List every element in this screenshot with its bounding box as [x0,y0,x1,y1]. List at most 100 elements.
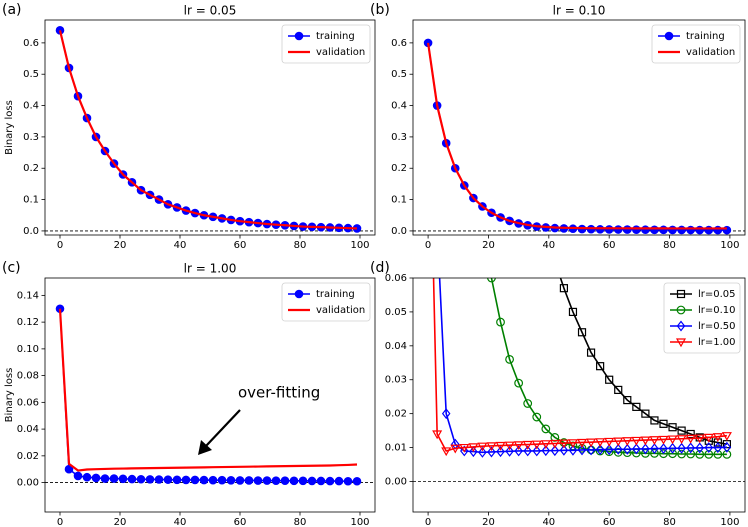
data-point [522,440,533,450]
legend-box [663,282,741,354]
legend-box [281,282,371,322]
data-point [649,436,660,445]
data-point [694,434,705,444]
data-point [551,258,558,265]
panel: (b) lr = 0.10 0 20 40 60 80 100 0.0 0.1 0.2 0.3 0.4 0… [370,2,746,251]
data-point [722,441,732,453]
plot-content [45,304,375,486]
data-point [531,440,542,450]
data-point [532,412,542,422]
series-line [58,308,358,472]
data-point [307,476,317,486]
legend-label: lr=0.50 [698,321,736,332]
x-tick-label: 40 [174,240,187,251]
data-point [604,437,615,447]
data-point [540,440,551,450]
panel-title: lr = 0.05 [184,4,237,18]
legend-label: lr=0.05 [698,289,736,300]
y-tick-label: 0.02 [17,451,39,462]
data-point [514,445,523,457]
panel: (a) lr = 0.05 0 20 40 60 80 100 0.0 0.1 0.2 0.3 0.4 0… [2,2,376,251]
data-point [659,419,668,428]
data-point [712,433,723,442]
y-tick-label: 0.1 [391,195,407,206]
data-point [568,307,578,317]
data-point [568,444,578,456]
legend-marker [676,305,686,315]
data-point [549,439,560,449]
data-point [559,444,569,456]
y-tick-label: 0.3 [23,132,39,143]
y-tick-label: 0.05 [385,307,407,318]
data-point [217,475,227,485]
panel-label: (b) [370,2,390,18]
data-point [686,442,695,454]
data-point [704,442,714,454]
series-line [559,278,728,445]
x-tick-label: 0 [57,240,63,251]
x-tick-label: 80 [663,240,676,251]
data-point [604,447,614,457]
y-axis-label: Binary loss [4,100,15,155]
y-tick-label: 0.6 [23,38,39,49]
legend: training validation [281,282,371,322]
plot-content [413,258,745,482]
data-point [136,474,146,484]
data-point [577,444,587,456]
data-point [513,441,524,451]
legend: training validation [281,24,371,64]
data-point [523,445,532,457]
panel-label: (c) [2,260,21,276]
data-point [226,476,236,485]
data-point [541,424,551,434]
y-tick-label: 0.5 [23,69,39,80]
data-point [586,444,596,456]
series-line [432,278,727,452]
data-point [650,225,659,235]
data-point [145,475,155,484]
series-line [58,30,358,230]
data-point [650,416,659,425]
data-point [677,426,686,435]
data-point [496,317,505,327]
axes-frame [412,277,746,513]
data-point [334,476,344,486]
data-point [631,436,642,446]
data-point [262,476,272,485]
data-point [713,438,722,447]
data-point [64,464,74,474]
series-line [490,278,727,456]
data-point [459,443,470,453]
data-point [280,476,290,486]
data-point [244,476,254,485]
y-tick-label: 0.03 [385,375,407,386]
data-point [154,475,164,484]
y-tick-label: 0.4 [391,101,407,112]
data-point [605,375,614,384]
data-point [91,473,101,483]
x-tick-label: 40 [174,517,187,527]
data-point [659,443,668,455]
legend-box [651,24,741,64]
y-tick-label: 0.10 [17,344,39,355]
x-tick-label: 0 [57,517,63,527]
data-point [659,449,668,459]
x-tick-label: 100 [350,517,369,527]
y-tick-label: 0.6 [391,38,407,49]
panel-label: (a) [2,2,22,18]
data-point [704,449,714,459]
panel-title: lr = 1.00 [184,262,237,276]
data-point [208,475,218,485]
legend-label: lr=0.10 [698,305,736,316]
y-tick-label: 0.2 [23,163,39,174]
data-point [109,474,119,483]
data-point [595,444,605,456]
data-point [668,442,677,454]
data-point [199,475,209,485]
data-point [118,474,128,484]
legend: training validation [651,24,741,64]
legend-label: training [316,31,355,42]
data-point [613,437,624,447]
data-point [659,225,668,235]
